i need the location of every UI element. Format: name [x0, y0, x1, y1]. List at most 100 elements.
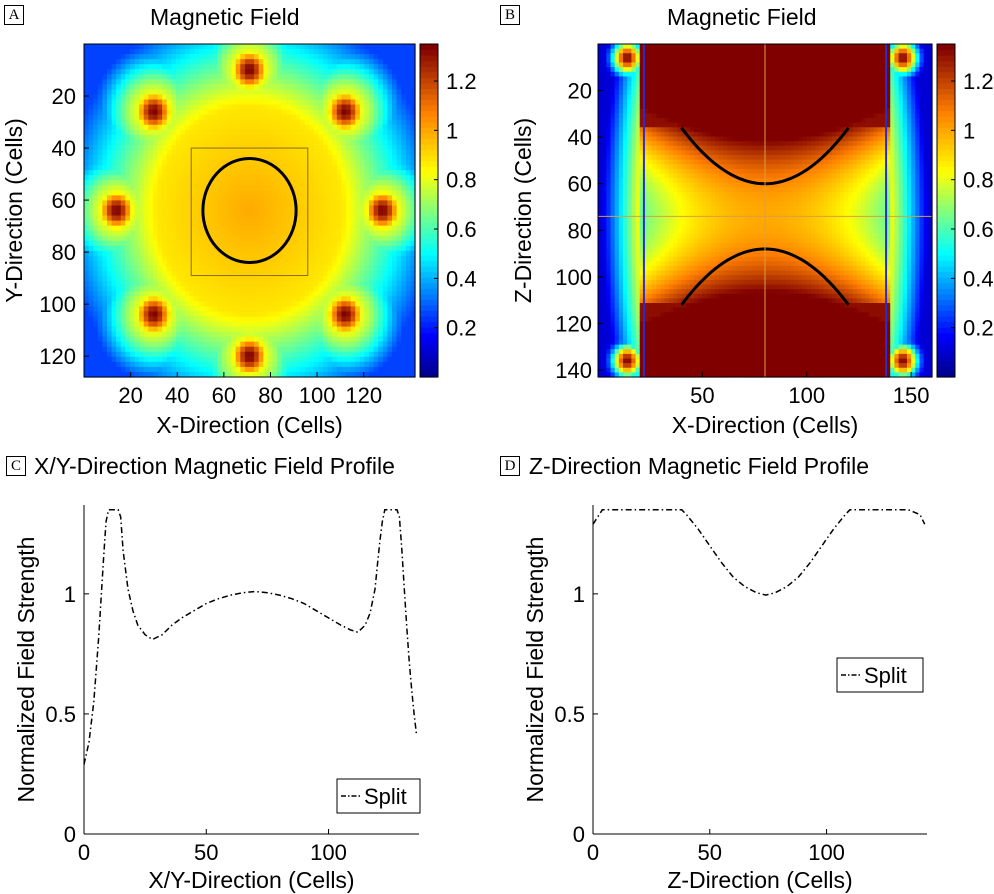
heatmap-cell [203, 175, 209, 181]
heatmap-cell [602, 321, 607, 327]
heatmap-cell [221, 119, 228, 126]
heatmap-cell [263, 346, 269, 353]
heatmap-cell [341, 316, 347, 323]
heatmap-cell [300, 245, 306, 252]
heatmap-cell [318, 170, 324, 176]
heatmap-cell [410, 371, 416, 378]
heatmap-cell [139, 144, 145, 151]
heatmap-cell [355, 371, 361, 378]
heatmap-cell [272, 215, 278, 222]
heatmap-cell [143, 250, 149, 257]
heatmap-cell [194, 266, 200, 272]
heatmap-cell [304, 346, 310, 353]
heatmap-cell [410, 356, 416, 363]
heatmap-cell [401, 155, 407, 161]
heatmap-cell [93, 326, 99, 333]
heatmap-cell [267, 205, 274, 212]
heatmap-cell [392, 69, 398, 75]
heatmap-cell [267, 316, 274, 323]
heatmap-cell [290, 361, 297, 368]
heatmap-cell [598, 242, 603, 249]
heatmap-cell [327, 266, 333, 272]
heatmap-cell [102, 165, 108, 171]
heatmap-cell [378, 346, 384, 353]
heatmap-cell [277, 351, 283, 358]
heatmap-cell [602, 99, 607, 105]
heatmap-cell [369, 44, 375, 50]
heatmap-cell [346, 205, 352, 212]
heatmap-cell [290, 205, 297, 212]
heatmap-cell [129, 84, 136, 91]
heatmap-cell [226, 351, 232, 358]
heatmap-cell [258, 79, 264, 85]
heatmap-cell [143, 336, 149, 343]
heatmap-cell [226, 210, 232, 217]
heatmap-cell [166, 200, 172, 207]
heatmap-cell [231, 64, 237, 70]
heatmap-cell [212, 341, 218, 348]
heatmap-cell [304, 230, 310, 237]
heatmap-cell [281, 134, 287, 141]
heatmap-cell [373, 336, 379, 343]
heatmap-cell [392, 306, 398, 313]
heatmap-cell [249, 245, 255, 252]
heatmap-cell [382, 149, 389, 156]
heatmap-cell [102, 266, 108, 272]
heatmap-cell [106, 185, 113, 191]
heatmap-cell [152, 134, 159, 141]
heatmap-cell [102, 44, 108, 50]
heatmap-cell [162, 89, 168, 96]
heatmap-cell [410, 230, 416, 237]
heatmap-cell [139, 306, 145, 313]
heatmap-cell [267, 301, 274, 307]
heatmap-cell [162, 205, 168, 212]
heatmap-cell [267, 54, 274, 60]
heatmap-cell [102, 296, 108, 302]
heatmap-cell [244, 215, 251, 222]
heatmap-cell [240, 160, 246, 166]
heatmap-cell [235, 104, 241, 111]
heatmap-cell [152, 69, 159, 75]
heatmap-cell [267, 165, 274, 171]
heatmap-cell [392, 195, 398, 202]
heatmap-cell [369, 291, 375, 297]
colorbar-cell [420, 371, 438, 378]
heatmap-cell [263, 134, 269, 141]
heatmap-cell [332, 210, 338, 217]
heatmap-cell [208, 134, 214, 141]
heatmap-cell [212, 114, 218, 121]
heatmap-cell [323, 250, 329, 257]
heatmap-cell [602, 71, 607, 77]
heatmap-cell [355, 346, 361, 353]
heatmap-cell [203, 155, 209, 161]
heatmap-cell [125, 139, 131, 146]
heatmap-cell [226, 134, 232, 141]
heatmap-cell [304, 301, 310, 307]
heatmap-cell [235, 129, 241, 136]
heatmap-cell [157, 351, 163, 358]
heatmap-cell [152, 326, 159, 333]
heatmap-cell [171, 200, 177, 207]
heatmap-cell [598, 99, 603, 105]
heatmap-cell [139, 220, 145, 227]
heatmap-cell [152, 346, 159, 353]
heatmap-cell [240, 245, 246, 252]
heatmap-cell [84, 341, 90, 348]
heatmap-cell [189, 124, 195, 131]
heatmap-cell [378, 266, 384, 272]
heatmap-cell [198, 371, 205, 378]
heatmap-cell [139, 361, 145, 368]
heatmap-cell [189, 79, 195, 85]
heatmap-cell [295, 99, 301, 106]
heatmap-cell [286, 366, 292, 373]
heatmap-cell [231, 316, 237, 323]
heatmap-cell [208, 301, 214, 307]
heatmap-cell [134, 225, 140, 232]
heatmap-cell [125, 104, 131, 111]
heatmap-cell [157, 139, 163, 146]
heatmap-cell [300, 205, 306, 212]
heatmap-cell [281, 351, 287, 358]
heatmap-cell [189, 89, 195, 96]
heatmap-cell [166, 165, 172, 171]
heatmap-cell [235, 54, 241, 60]
